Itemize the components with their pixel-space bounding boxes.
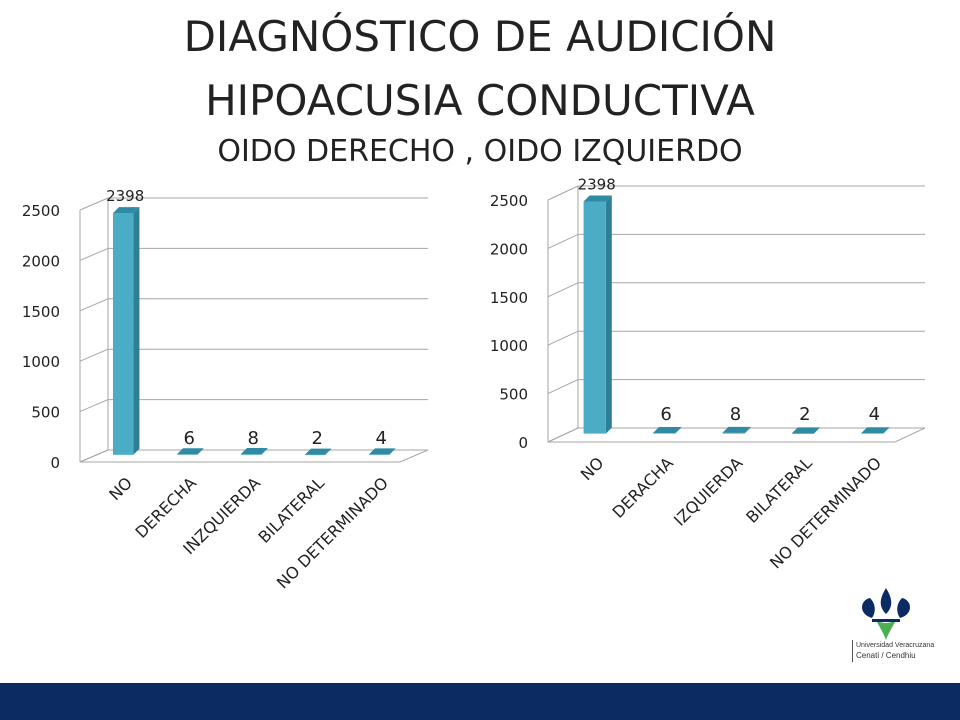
chart-floor (79, 449, 429, 463)
bar-side (744, 426, 751, 434)
gridline-depth (79, 399, 109, 413)
y-tick-label: 2000 (22, 252, 60, 270)
slide-title-line1: DIAGNÓSTICO DE AUDICIÓN (183, 12, 777, 61)
data-label: 6 (660, 404, 671, 425)
data-label: 8 (247, 428, 258, 449)
bar-top (722, 426, 751, 433)
data-label: 2 (799, 404, 810, 425)
bar-top (368, 448, 396, 455)
bar-top (652, 427, 682, 434)
bar-top (176, 448, 204, 455)
x-category-label: BILATERAL (742, 453, 816, 527)
gridline-depth (79, 348, 109, 362)
bar-side (814, 427, 821, 434)
data-label: 4 (375, 428, 386, 449)
gridline-depth (547, 330, 579, 346)
logo-department-name: Cenati / Cendhiu (856, 651, 916, 660)
data-label: 2398 (578, 175, 616, 193)
y-tick-label: 1500 (490, 289, 528, 307)
university-flower-logo-icon (862, 588, 910, 640)
y-tick-label: 2500 (490, 192, 528, 210)
data-label: 6 (183, 428, 194, 449)
y-tick-label: 500 (499, 386, 528, 404)
gridline-depth (547, 379, 579, 395)
bar-side (883, 427, 890, 434)
bar-top (112, 207, 140, 214)
bar (861, 433, 884, 434)
y-tick-label: 2000 (490, 240, 528, 258)
university-logo: Universidad Veracruzana Cenati / Cendhiu (830, 584, 942, 676)
gridline-depth (547, 185, 579, 201)
bar (583, 201, 606, 434)
bar (652, 433, 676, 434)
gridline-depth (79, 197, 109, 211)
bar-side (389, 448, 396, 455)
bar-side (605, 195, 612, 434)
y-tick-label: 1500 (22, 303, 60, 321)
bar-side (261, 447, 268, 455)
bar (791, 433, 815, 434)
y-tick-label: 0 (50, 454, 60, 472)
x-category-label: DERACHA (609, 453, 677, 521)
slide-subtitle: OIDO DERECHO , OIDO IZQUIERDO (217, 134, 743, 169)
bar-side (197, 448, 204, 455)
y-tick-label: 500 (31, 404, 60, 422)
bar (176, 454, 198, 455)
bar-top (304, 448, 332, 455)
data-label: 4 (869, 404, 880, 425)
gridline-depth (547, 233, 579, 249)
bar-top (240, 447, 268, 454)
bar-side (325, 448, 332, 455)
y-tick-label: 0 (518, 434, 528, 452)
bar (112, 213, 134, 455)
footer-bar (0, 683, 960, 720)
x-category-label: IZQUIERDA (670, 453, 746, 529)
bar (240, 453, 262, 455)
bar-side (675, 427, 682, 434)
data-label: 2 (311, 428, 322, 449)
bar (722, 432, 745, 434)
gridline-depth (79, 298, 109, 312)
y-tick-label: 2500 (22, 202, 60, 220)
x-category-label: NO (577, 453, 608, 484)
logo-divider (852, 640, 853, 662)
bar-top (791, 427, 821, 434)
bar (368, 454, 390, 455)
bar-top (583, 195, 612, 202)
logo-university-name: Universidad Veracruzana (856, 642, 935, 649)
y-tick-label: 1000 (22, 353, 60, 371)
y-tick-label: 1000 (490, 337, 528, 355)
gridline-depth (547, 282, 579, 298)
slide-title-line2: HIPOACUSIA CONDUCTIVA (205, 76, 755, 125)
chart-floor (547, 427, 926, 443)
bar-side (133, 207, 140, 455)
bar-top (861, 427, 890, 434)
gridline-depth (79, 247, 109, 261)
bar (304, 454, 326, 456)
data-label: 8 (730, 404, 741, 425)
data-label: 2398 (106, 187, 144, 205)
